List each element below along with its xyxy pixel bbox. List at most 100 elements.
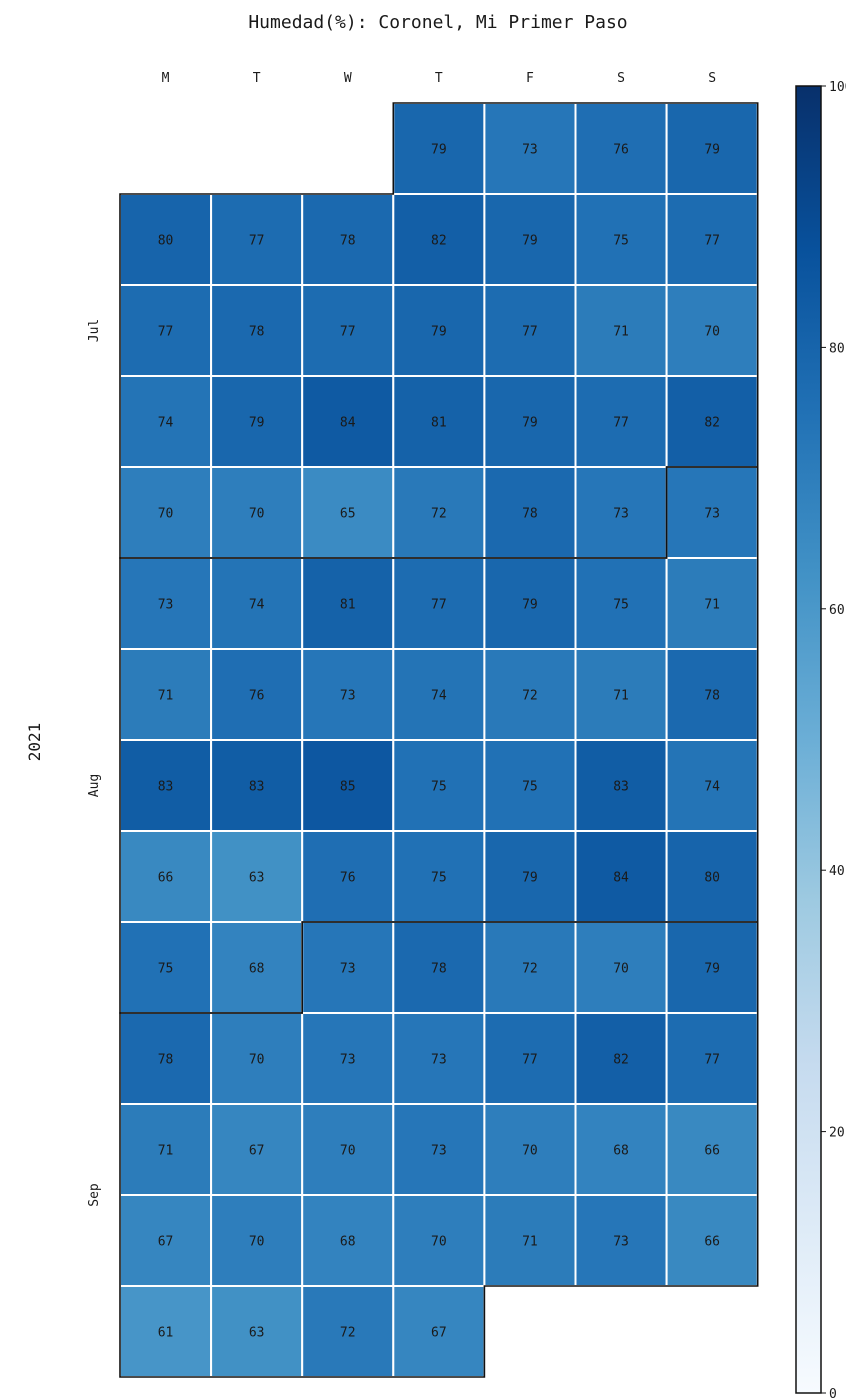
heatmap-cell xyxy=(483,284,577,377)
cell-value: 73 xyxy=(340,689,356,704)
cell-value: 81 xyxy=(340,598,356,613)
heatmap-cell xyxy=(574,466,668,559)
heatmap-cell xyxy=(483,375,577,468)
heatmap-cell xyxy=(392,739,486,832)
heatmap-cell xyxy=(119,1103,213,1196)
heatmap-cell xyxy=(392,102,486,195)
cell-value: 73 xyxy=(340,962,356,977)
cell-value: 71 xyxy=(613,325,629,340)
cell-value: 78 xyxy=(522,507,538,522)
cell-value: 61 xyxy=(158,1326,174,1341)
cell-value: 74 xyxy=(704,780,720,795)
heatmap-cell xyxy=(574,1012,668,1105)
heatmap-cell xyxy=(574,648,668,741)
cell-value: 78 xyxy=(704,689,720,704)
month-labels: Jul Aug Sep xyxy=(87,319,102,1207)
cell-value: 78 xyxy=(340,234,356,249)
heatmap-cell xyxy=(392,648,486,741)
cell-value: 77 xyxy=(613,416,629,431)
heatmap-cell xyxy=(483,1012,577,1105)
cell-value: 74 xyxy=(158,416,174,431)
heatmap-cell xyxy=(301,1285,395,1378)
weekday-label: T xyxy=(435,71,443,86)
heatmap-cell xyxy=(483,739,577,832)
colorbar: 0 20 40 60 80 100 xyxy=(795,80,846,1399)
heatmap-cell xyxy=(392,557,486,650)
colorbar-gradient xyxy=(795,85,822,1394)
cell-value: 66 xyxy=(704,1235,720,1250)
cell-value: 85 xyxy=(340,780,356,795)
cell-value: 65 xyxy=(340,507,356,522)
weekday-label: S xyxy=(708,71,716,86)
heatmap-cell xyxy=(210,830,304,923)
cell-value: 73 xyxy=(704,507,720,522)
heatmap-cell xyxy=(210,1194,304,1287)
cell-value: 79 xyxy=(431,325,447,340)
cell-value: 75 xyxy=(522,780,538,795)
cell-value: 79 xyxy=(704,962,720,977)
month-label: Jul xyxy=(87,319,102,342)
cell-value: 70 xyxy=(613,962,629,977)
cell-value: 84 xyxy=(340,416,356,431)
cell-value: 79 xyxy=(704,143,720,158)
cell-value: 73 xyxy=(158,598,174,613)
heatmap-cell xyxy=(119,830,213,923)
cell-value: 77 xyxy=(522,325,538,340)
cell-value: 70 xyxy=(704,325,720,340)
heatmap-cell xyxy=(574,1194,668,1287)
cell-value: 75 xyxy=(613,234,629,249)
cell-value: 79 xyxy=(249,416,265,431)
heatmap-cell xyxy=(392,375,486,468)
cell-value: 67 xyxy=(249,1144,265,1159)
cell-value: 83 xyxy=(249,780,265,795)
cell-value: 77 xyxy=(704,1053,720,1068)
heatmap-cell xyxy=(210,375,304,468)
heatmap-cells xyxy=(119,102,759,1378)
cell-value: 77 xyxy=(522,1053,538,1068)
cell-value: 82 xyxy=(704,416,720,431)
heatmap-cell xyxy=(210,739,304,832)
heatmap-cell xyxy=(574,921,668,1014)
month-outline xyxy=(119,921,759,1378)
heatmap-cell xyxy=(574,284,668,377)
cell-value: 75 xyxy=(431,871,447,886)
cell-value: 63 xyxy=(249,1326,265,1341)
cell-value: 73 xyxy=(431,1053,447,1068)
cell-value: 70 xyxy=(249,1053,265,1068)
heatmap-cell xyxy=(301,1103,395,1196)
cell-value: 68 xyxy=(613,1144,629,1159)
weekday-label: T xyxy=(253,71,261,86)
heatmap-cell xyxy=(665,557,759,650)
heatmap-cell xyxy=(301,284,395,377)
cell-value: 82 xyxy=(613,1053,629,1068)
cell-value: 71 xyxy=(704,598,720,613)
year-label: 2021 xyxy=(25,723,44,762)
cell-value: 74 xyxy=(249,598,265,613)
cell-value: 73 xyxy=(522,143,538,158)
cell-value: 73 xyxy=(613,1235,629,1250)
heatmap-cell xyxy=(392,1194,486,1287)
cell-value: 81 xyxy=(431,416,447,431)
heatmap-cell xyxy=(392,193,486,286)
heatmap-cell xyxy=(665,1103,759,1196)
weekday-label: M xyxy=(162,71,170,86)
cell-value: 72 xyxy=(340,1326,356,1341)
cell-value: 78 xyxy=(249,325,265,340)
heatmap-cell xyxy=(301,648,395,741)
cell-value: 75 xyxy=(613,598,629,613)
cell-value: 66 xyxy=(158,871,174,886)
cell-value: 70 xyxy=(522,1144,538,1159)
heatmap-cell xyxy=(392,466,486,559)
weekday-label: W xyxy=(344,71,352,86)
weekday-label: S xyxy=(617,71,625,86)
month-label: Aug xyxy=(87,774,102,797)
cell-value: 67 xyxy=(431,1326,447,1341)
heatmap-cell xyxy=(210,1103,304,1196)
cell-value: 70 xyxy=(158,507,174,522)
colorbar-tick-label: 40 xyxy=(829,864,845,879)
cell-value-labels: 79 73 76 79 80 77 78 82 79 75 77 77 78 77 79 77 71 70 74 79… xyxy=(158,143,720,1341)
cell-value: 74 xyxy=(431,689,447,704)
cell-value: 77 xyxy=(431,598,447,613)
